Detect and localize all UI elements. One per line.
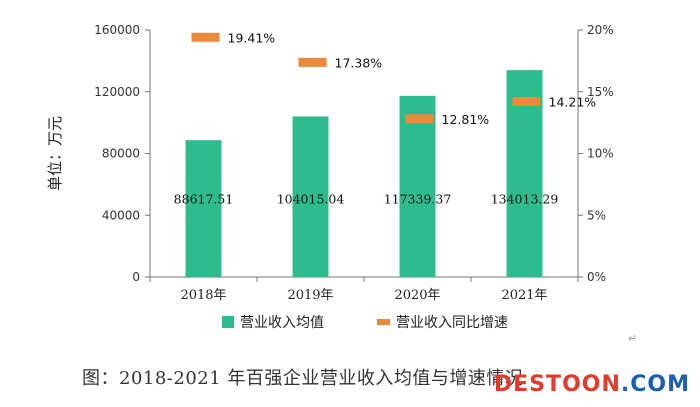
left-tick-label: 120000 (94, 85, 140, 99)
growth-value-label: 14.21% (549, 95, 597, 110)
bar (292, 116, 329, 277)
bar (399, 95, 436, 277)
legend-swatch-growth (377, 319, 390, 325)
left-tick-label: 0 (132, 270, 140, 284)
growth-marker (405, 114, 434, 124)
left-tick-label: 40000 (102, 208, 140, 222)
bar-value-label: 134013.29 (491, 191, 559, 206)
bar-value-label: 104015.04 (277, 191, 345, 206)
watermark: DESTOON.COM (494, 372, 690, 397)
left-tick-label: 160000 (94, 23, 140, 37)
bar-series: 88617.51 104015.04 117339.37 134013.29 (174, 70, 559, 278)
bar-value-label: 88617.51 (174, 191, 234, 206)
right-tick-label: 10% (587, 147, 614, 161)
figure-caption: 图：2018-2021 年百强企业营业收入均值与增速情况 (82, 368, 524, 389)
growth-marker (191, 32, 220, 42)
right-tick-label: 15% (587, 85, 614, 99)
legend-swatch-revenue (222, 316, 234, 328)
bar-value-label: 117339.37 (384, 191, 452, 206)
x-tick-label: 2019年 (287, 288, 333, 303)
bar (185, 140, 222, 277)
growth-value-label: 12.81% (442, 112, 490, 127)
right-tick-label: 5% (587, 208, 606, 222)
right-tick-label: 20% (587, 23, 614, 37)
right-tick-label: 0% (587, 270, 606, 284)
marker-series: 19.41% 17.38% 12.81% 14.21% (191, 30, 597, 127)
x-tick-label: 2021年 (501, 288, 547, 303)
growth-value-label: 19.41% (228, 30, 276, 45)
watermark-main: DESTOON (493, 372, 621, 397)
x-tick-label: 2018年 (180, 288, 226, 303)
growth-marker (512, 97, 541, 107)
y-axis-title: 单位：万元 (46, 116, 64, 191)
left-tick-label: 80000 (102, 147, 140, 161)
return-mark: ↵ (628, 332, 638, 345)
legend-label-revenue: 营业收入均值 (240, 315, 324, 331)
chart-legend: 营业收入均值 营业收入同比增速 (222, 315, 508, 331)
legend-label-growth: 营业收入同比增速 (396, 315, 508, 331)
chart-axes: 0 40000 80000 120000 160000 0% 5% 10% 15% 20% 2018… (46, 23, 614, 303)
x-tick-label: 2020年 (394, 288, 440, 303)
watermark-suffix: .COM (620, 372, 690, 397)
bar-line-chart: 0 40000 80000 120000 160000 0% 5% 10% 15% 20% 2018… (46, 23, 614, 331)
growth-value-label: 17.38% (335, 55, 383, 70)
growth-marker (298, 57, 327, 67)
